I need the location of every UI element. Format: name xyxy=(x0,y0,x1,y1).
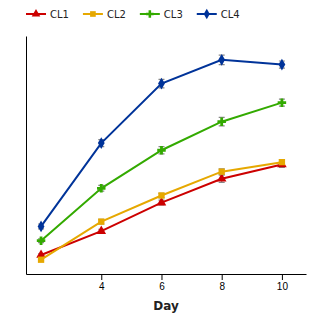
x-tick: 4 xyxy=(99,274,105,292)
x-tick-mark xyxy=(101,274,102,280)
x-axis-title: Day xyxy=(153,299,179,313)
marker xyxy=(37,236,45,244)
x-tick-label: 8 xyxy=(219,281,225,292)
x-tick: 10 xyxy=(277,274,289,292)
x-tick-mark xyxy=(282,274,283,280)
marker xyxy=(278,98,286,106)
error-bar xyxy=(98,219,104,224)
x-tick-label: 10 xyxy=(277,281,289,292)
x-axis-line xyxy=(27,274,307,275)
legend-label: CL4 xyxy=(221,9,240,20)
marker xyxy=(38,257,44,263)
legend: CL1 CL2 CL3 CL4 xyxy=(26,9,240,20)
legend-item: CL2 xyxy=(83,9,126,20)
marker xyxy=(96,226,106,234)
x-tick-label: 4 xyxy=(99,281,105,292)
legend-label: CL2 xyxy=(107,9,126,20)
x-axis: 4 6 8 10 xyxy=(27,274,307,292)
x-tick: 8 xyxy=(219,274,225,292)
marker xyxy=(157,146,165,154)
x-tick-mark xyxy=(222,274,223,280)
marker xyxy=(158,192,164,198)
marker xyxy=(38,221,45,233)
series-line xyxy=(41,60,282,227)
series xyxy=(36,159,286,258)
x-tick-mark xyxy=(161,274,162,280)
marker xyxy=(98,137,105,149)
x-tick: 6 xyxy=(159,274,165,292)
marker xyxy=(218,54,225,66)
chart: 4 6 8 10 Day CL1 CL2 CL3 CL4 xyxy=(0,0,320,320)
series xyxy=(38,54,286,232)
legend-item: CL4 xyxy=(197,9,240,20)
plot-area xyxy=(36,54,286,263)
y-axis-line xyxy=(26,37,27,275)
series-line xyxy=(41,103,282,241)
marker xyxy=(279,159,285,165)
series xyxy=(37,98,286,245)
marker xyxy=(158,78,165,90)
legend-marker xyxy=(204,9,210,20)
marker xyxy=(98,218,104,224)
legend-label: CL1 xyxy=(50,9,69,20)
marker xyxy=(279,59,286,71)
error-bar xyxy=(219,169,225,175)
legend-marker xyxy=(146,10,154,18)
x-tick-label: 6 xyxy=(159,281,165,292)
legend-item: CL1 xyxy=(26,9,69,20)
legend-item: CL3 xyxy=(140,9,183,20)
legend-marker xyxy=(90,11,96,17)
y-axis xyxy=(26,37,27,275)
marker xyxy=(219,168,225,174)
legend-label: CL3 xyxy=(164,9,183,20)
marker xyxy=(97,184,105,192)
error-bar xyxy=(279,160,285,165)
legend-marker xyxy=(32,9,41,16)
marker xyxy=(217,117,225,125)
